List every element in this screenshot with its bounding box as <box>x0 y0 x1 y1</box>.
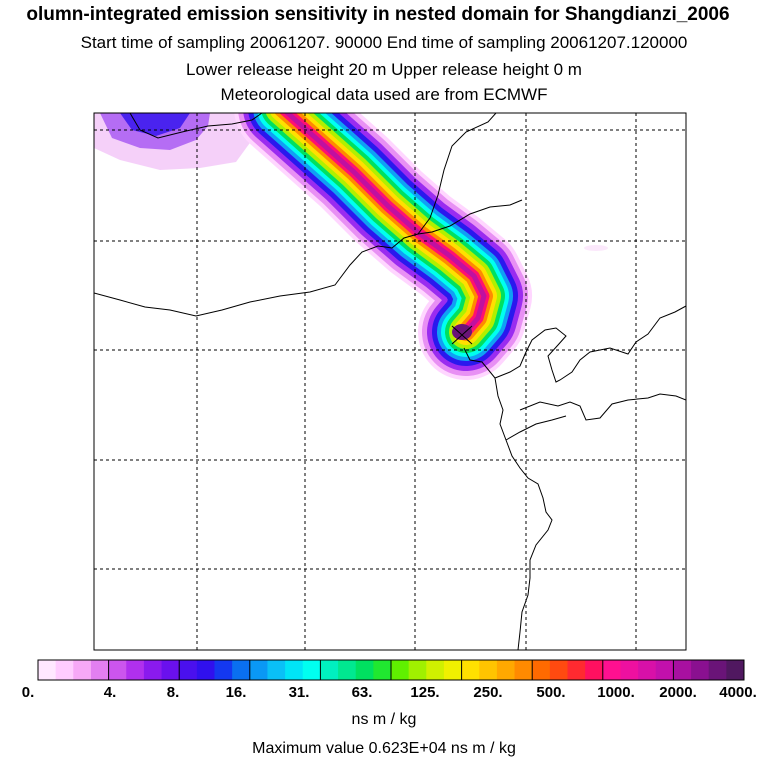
coastlines <box>94 113 686 650</box>
colorbar-cell <box>708 660 727 680</box>
colorbar-cell <box>90 660 110 680</box>
colorbar-cell <box>373 660 392 680</box>
colorbar-cell <box>549 660 568 680</box>
plume-band <box>283 113 487 335</box>
colorbar-tick-label: 1000. <box>597 684 635 701</box>
colorbar-cell <box>443 660 463 680</box>
colorbar-cell <box>108 660 127 680</box>
colorbar-cell <box>126 660 145 680</box>
colorbar-tick-label: 16. <box>225 684 247 701</box>
emission-plume <box>94 113 608 380</box>
colorbar-cell <box>55 660 74 680</box>
colorbar-tick-label: 0. <box>21 684 35 701</box>
colorbar-tick-label: 63. <box>351 684 373 701</box>
colorbar-cell <box>214 660 233 680</box>
release-height-line: Lower release height 20 m Upper release … <box>186 60 582 79</box>
colorbar-tick-label: 8. <box>166 684 180 701</box>
colorbar-cell <box>232 660 251 680</box>
colorbar-tick-label: 500. <box>536 684 566 701</box>
colorbar-cell <box>620 660 639 680</box>
maximum-value-text: Maximum value 0.623E+04 ns m / kg <box>252 740 516 757</box>
colorbar-cell <box>355 660 374 680</box>
map-frame <box>93 112 687 651</box>
colorbar-cell <box>320 660 339 680</box>
sampling-time-line: Start time of sampling 20061207. 90000 E… <box>80 33 688 52</box>
colorbar-cell <box>655 660 674 680</box>
colorbar-cell <box>285 660 304 680</box>
receptor-marker <box>451 325 473 345</box>
colorbar-units: ns m / kg <box>351 711 417 728</box>
colorbar-cell <box>638 660 657 680</box>
map-title: olumn-integrated emission sensitivity in… <box>26 4 730 25</box>
colorbar-cell <box>532 660 551 680</box>
colorbar-cell <box>461 660 480 680</box>
plume-speck <box>584 245 608 251</box>
met-data-line: Meteorological data used are from ECMWF <box>220 85 548 104</box>
colorbar-cell <box>338 660 357 680</box>
colorbar-cell <box>267 660 286 680</box>
colorbar-cell <box>38 660 57 680</box>
colorbar-cell <box>426 660 445 680</box>
colorbar-cell <box>602 660 621 680</box>
colorbar-cell <box>567 660 586 680</box>
colorbar-cell <box>496 660 516 680</box>
colorbar-tick-label: 125. <box>410 684 440 701</box>
colorbar-cell <box>691 660 710 680</box>
colorbar-cell <box>179 660 198 680</box>
colorbar-cell <box>73 660 92 680</box>
colorbar-cell <box>408 660 427 680</box>
colorbar-cell <box>196 660 215 680</box>
colorbar-tick-label: 4000. <box>719 684 757 701</box>
colorbar-tick-label: 250. <box>473 684 503 701</box>
colorbar-cell <box>479 660 498 680</box>
colorbar-tick-label: 4. <box>103 684 117 701</box>
graticule <box>94 113 686 650</box>
colorbar-cell <box>161 660 180 680</box>
colorbar-cell <box>249 660 268 680</box>
colorbar-cell <box>514 660 533 680</box>
colorbar-tick-label: 2000. <box>659 684 697 701</box>
colorbar-cell <box>391 660 410 680</box>
colorbar-cell <box>585 660 604 680</box>
colorbar-tick-label: 31. <box>288 684 310 701</box>
colorbar-cell <box>726 660 745 680</box>
colorbar-cell <box>673 660 692 680</box>
colorbar-cell <box>302 660 321 680</box>
colorbar-cell <box>143 660 163 680</box>
plume-core <box>452 324 472 340</box>
